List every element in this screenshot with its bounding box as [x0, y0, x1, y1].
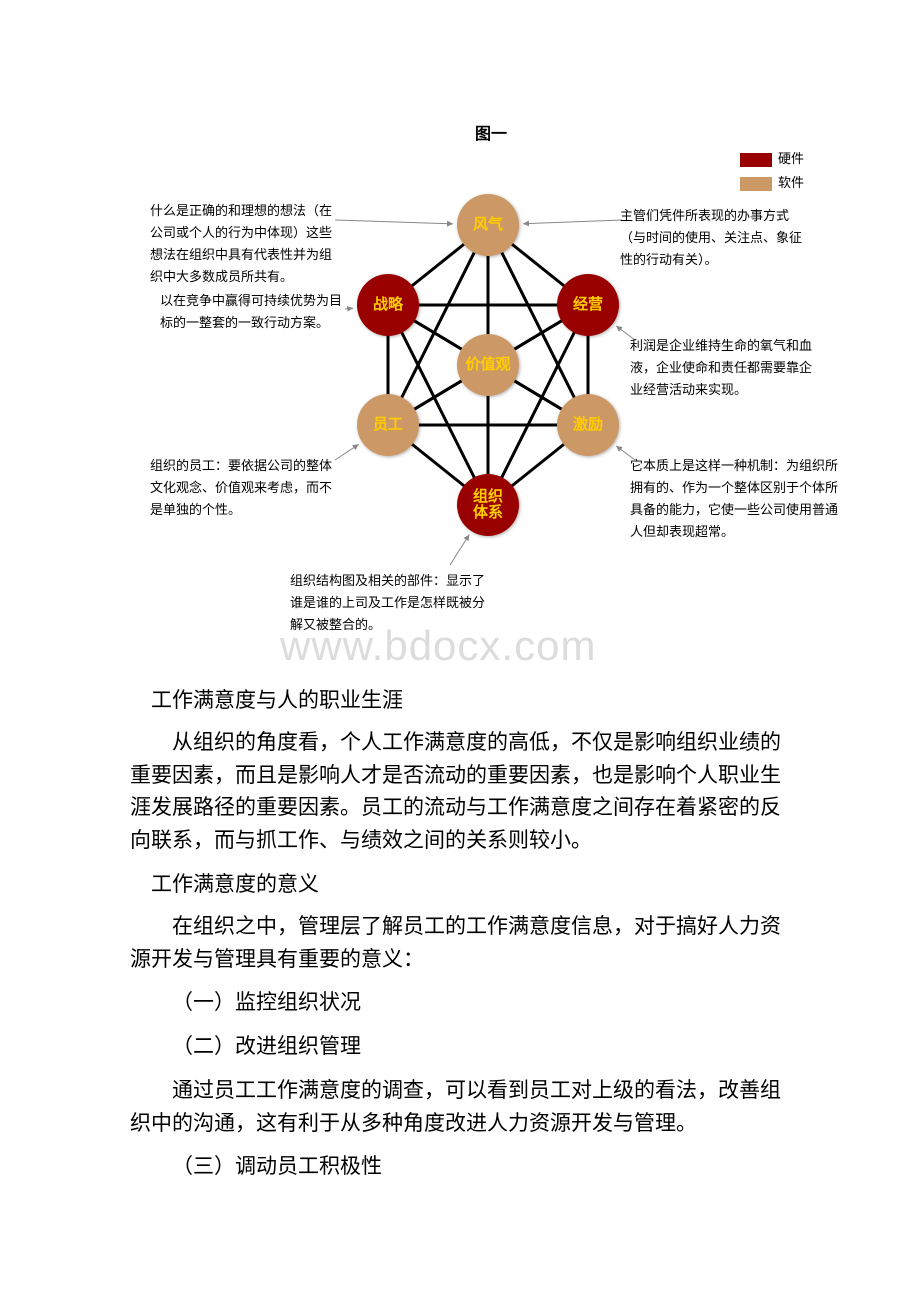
paragraph-text: 在组织之中，管理层了解员工的工作满意度信息，对于搞好人力资源开发与管理具有重要的… — [130, 910, 790, 975]
caption-zhanlue: 以在竞争中赢得可持续优势为目标的一整套的一致行动方案。 — [160, 290, 350, 334]
caption-fengqi: 什么是正确的和理想的想法（在公司或个人的行为中体现）这些想法在组织中具有代表性并… — [150, 200, 340, 288]
paragraph-text: （一）监控组织状况 — [130, 986, 790, 1019]
heading-text: 工作满意度与人的职业生涯 — [130, 684, 790, 717]
captions-layer: 什么是正确的和理想的想法（在公司或个人的行为中体现）这些想法在组织中具有代表性并… — [130, 110, 830, 670]
paragraph-text: （二）改进组织管理 — [130, 1030, 790, 1063]
caption-fengqi: 主管们凭件所表现的办事方式（与时间的使用、关注点、象征性的行动有关）。 — [620, 205, 810, 271]
paragraph-text: （三）调动员工积极性 — [130, 1150, 790, 1183]
watermark-text: www.bdocx.com — [280, 622, 596, 670]
caption-yuangong: 组织的员工：要依据公司的整体文化观念、价值观来考虑，而不是单独的个性。 — [150, 455, 340, 521]
paragraph-text: 通过员工工作满意度的调查，可以看到员工对上级的看法，改善组织中的沟通，这有利于从… — [130, 1074, 790, 1139]
caption-jili: 它本质上是这样一种机制：为组织所拥有的、作为一个整体区别于个体所具备的能力，它使… — [630, 455, 840, 543]
caption-jingying: 利润是企业维持生命的氧气和血液，企业使命和责任都需要靠企业经营活动来实现。 — [630, 335, 820, 401]
paragraph-text: 从组织的角度看，个人工作满意度的高低，不仅是影响组织业绩的重要因素，而且是影响人… — [130, 726, 790, 856]
heading-text: 工作满意度的意义 — [130, 868, 790, 901]
